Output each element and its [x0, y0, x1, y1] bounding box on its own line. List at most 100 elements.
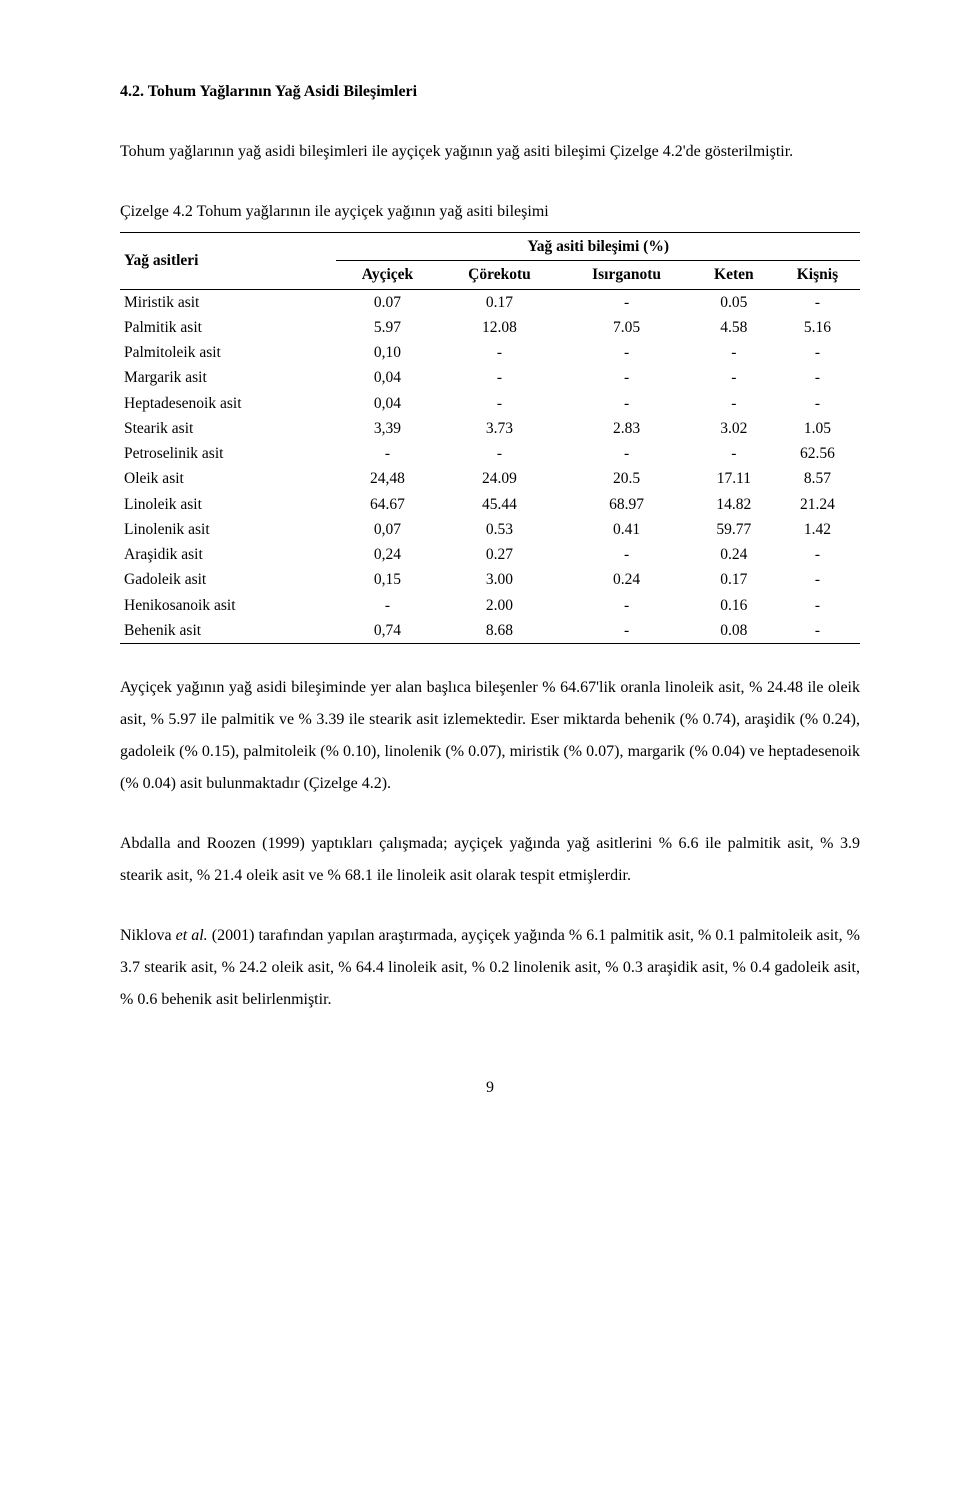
table-cell: 17.11 — [693, 466, 775, 491]
table-cell: 0.24 — [560, 567, 693, 592]
table-row: Heptadesenoik asit0,04---- — [120, 391, 860, 416]
row-label: Palmitoleik asit — [120, 340, 336, 365]
row-label: Heptadesenoik asit — [120, 391, 336, 416]
row-label: Linoleik asit — [120, 492, 336, 517]
table-cell: 0.16 — [693, 593, 775, 618]
page-number: 9 — [120, 1076, 860, 1100]
table-cell: 0,74 — [336, 618, 438, 644]
table-cell: 0.17 — [439, 289, 561, 315]
table-row: Linoleik asit64.6745.4468.9714.8221.24 — [120, 492, 860, 517]
table-cell: 0.24 — [693, 542, 775, 567]
table-cell: - — [693, 391, 775, 416]
table-cell: - — [560, 289, 693, 315]
table-cell: 2.83 — [560, 416, 693, 441]
table-cell: 2.00 — [439, 593, 561, 618]
row-label: Henikosanoik asit — [120, 593, 336, 618]
table-cell: 0.07 — [336, 289, 438, 315]
table-cell: 0.17 — [693, 567, 775, 592]
table-cell: 0,07 — [336, 517, 438, 542]
fatty-acid-table: Yağ asitleri Yağ asiti bileşimi (%) Ayçi… — [120, 232, 860, 644]
table-cell: - — [560, 365, 693, 390]
col-header: Ayçiçek — [336, 261, 438, 289]
row-label: Behenik asit — [120, 618, 336, 644]
table-row: Palmitoleik asit0,10---- — [120, 340, 860, 365]
para3-suffix: (2001) tarafından yapılan araştırmada, a… — [120, 927, 860, 1008]
table-cell: 62.56 — [775, 441, 860, 466]
row-label: Oleik asit — [120, 466, 336, 491]
table-cell: - — [775, 618, 860, 644]
col-header: Isırganotu — [560, 261, 693, 289]
table-cell: 7.05 — [560, 315, 693, 340]
paragraph-1: Ayçiçek yağının yağ asidi bileşiminde ye… — [120, 672, 860, 800]
table-cell: - — [560, 441, 693, 466]
row-label: Palmitik asit — [120, 315, 336, 340]
table-cell: - — [560, 618, 693, 644]
table-row: Palmitik asit5.9712.087.054.585.16 — [120, 315, 860, 340]
table-cell: 5.97 — [336, 315, 438, 340]
table-cell: - — [439, 365, 561, 390]
section-heading: 4.2. Tohum Yağlarının Yağ Asidi Bileşiml… — [120, 80, 860, 104]
table-caption: Çizelge 4.2 Tohum yağlarının ile ayçiçek… — [120, 196, 860, 228]
para3-prefix: Niklova — [120, 927, 176, 944]
table-row: Henikosanoik asit-2.00-0.16- — [120, 593, 860, 618]
table-cell: 0,24 — [336, 542, 438, 567]
row-label: Gadoleik asit — [120, 567, 336, 592]
intro-paragraph: Tohum yağlarının yağ asidi bileşimleri i… — [120, 136, 860, 168]
row-label: Stearik asit — [120, 416, 336, 441]
table-cell: 21.24 — [775, 492, 860, 517]
table-cell: 0,10 — [336, 340, 438, 365]
col-header: Keten — [693, 261, 775, 289]
table-cell: - — [439, 441, 561, 466]
table-cell: - — [560, 391, 693, 416]
table-cell: - — [560, 593, 693, 618]
row-label: Araşidik asit — [120, 542, 336, 567]
table-cell: - — [775, 567, 860, 592]
table-cell: 45.44 — [439, 492, 561, 517]
table-cell: 4.58 — [693, 315, 775, 340]
table-cell: - — [693, 365, 775, 390]
table-cell: 64.67 — [336, 492, 438, 517]
row-label: Petroselinik asit — [120, 441, 336, 466]
row-label: Miristik asit — [120, 289, 336, 315]
table-row: Oleik asit24,4824.0920.517.118.57 — [120, 466, 860, 491]
table-cell: 24.09 — [439, 466, 561, 491]
table-cell: 3,39 — [336, 416, 438, 441]
table-cell: - — [560, 340, 693, 365]
table-row: Gadoleik asit0,153.000.240.17- — [120, 567, 860, 592]
table-cell: 0,15 — [336, 567, 438, 592]
table-row: Petroselinik asit----62.56 — [120, 441, 860, 466]
table-cell: 0,04 — [336, 391, 438, 416]
table-row: Araşidik asit0,240.27-0.24- — [120, 542, 860, 567]
table-cell: 3.02 — [693, 416, 775, 441]
table-cell: 20.5 — [560, 466, 693, 491]
table-cell: - — [439, 340, 561, 365]
table-cell: 14.82 — [693, 492, 775, 517]
para3-italic: et al. — [176, 927, 208, 944]
table-cell: 0.05 — [693, 289, 775, 315]
table-row: Stearik asit3,393.732.833.021.05 — [120, 416, 860, 441]
table-cell: 5.16 — [775, 315, 860, 340]
paragraph-3: Niklova et al. (2001) tarafından yapılan… — [120, 920, 860, 1016]
table-cell: 3.73 — [439, 416, 561, 441]
col-header-group: Yağ asiti bileşimi (%) — [336, 233, 860, 261]
table-cell: - — [775, 289, 860, 315]
table-cell: 0.27 — [439, 542, 561, 567]
table-cell: - — [336, 593, 438, 618]
paragraph-2: Abdalla and Roozen (1999) yaptıkları çal… — [120, 828, 860, 892]
row-label: Linolenik asit — [120, 517, 336, 542]
table-cell: 1.42 — [775, 517, 860, 542]
table-row: Linolenik asit0,070.530.4159.771.42 — [120, 517, 860, 542]
col-header: Çörekotu — [439, 261, 561, 289]
table-cell: 8.57 — [775, 466, 860, 491]
row-label: Margarik asit — [120, 365, 336, 390]
table-cell: - — [439, 391, 561, 416]
table-cell: 24,48 — [336, 466, 438, 491]
table-cell: 68.97 — [560, 492, 693, 517]
table-cell: 59.77 — [693, 517, 775, 542]
table-cell: - — [693, 441, 775, 466]
col-header-left: Yağ asitleri — [120, 233, 336, 290]
table-cell: 0.08 — [693, 618, 775, 644]
table-cell: 3.00 — [439, 567, 561, 592]
table-cell: 8.68 — [439, 618, 561, 644]
table-cell: - — [775, 542, 860, 567]
